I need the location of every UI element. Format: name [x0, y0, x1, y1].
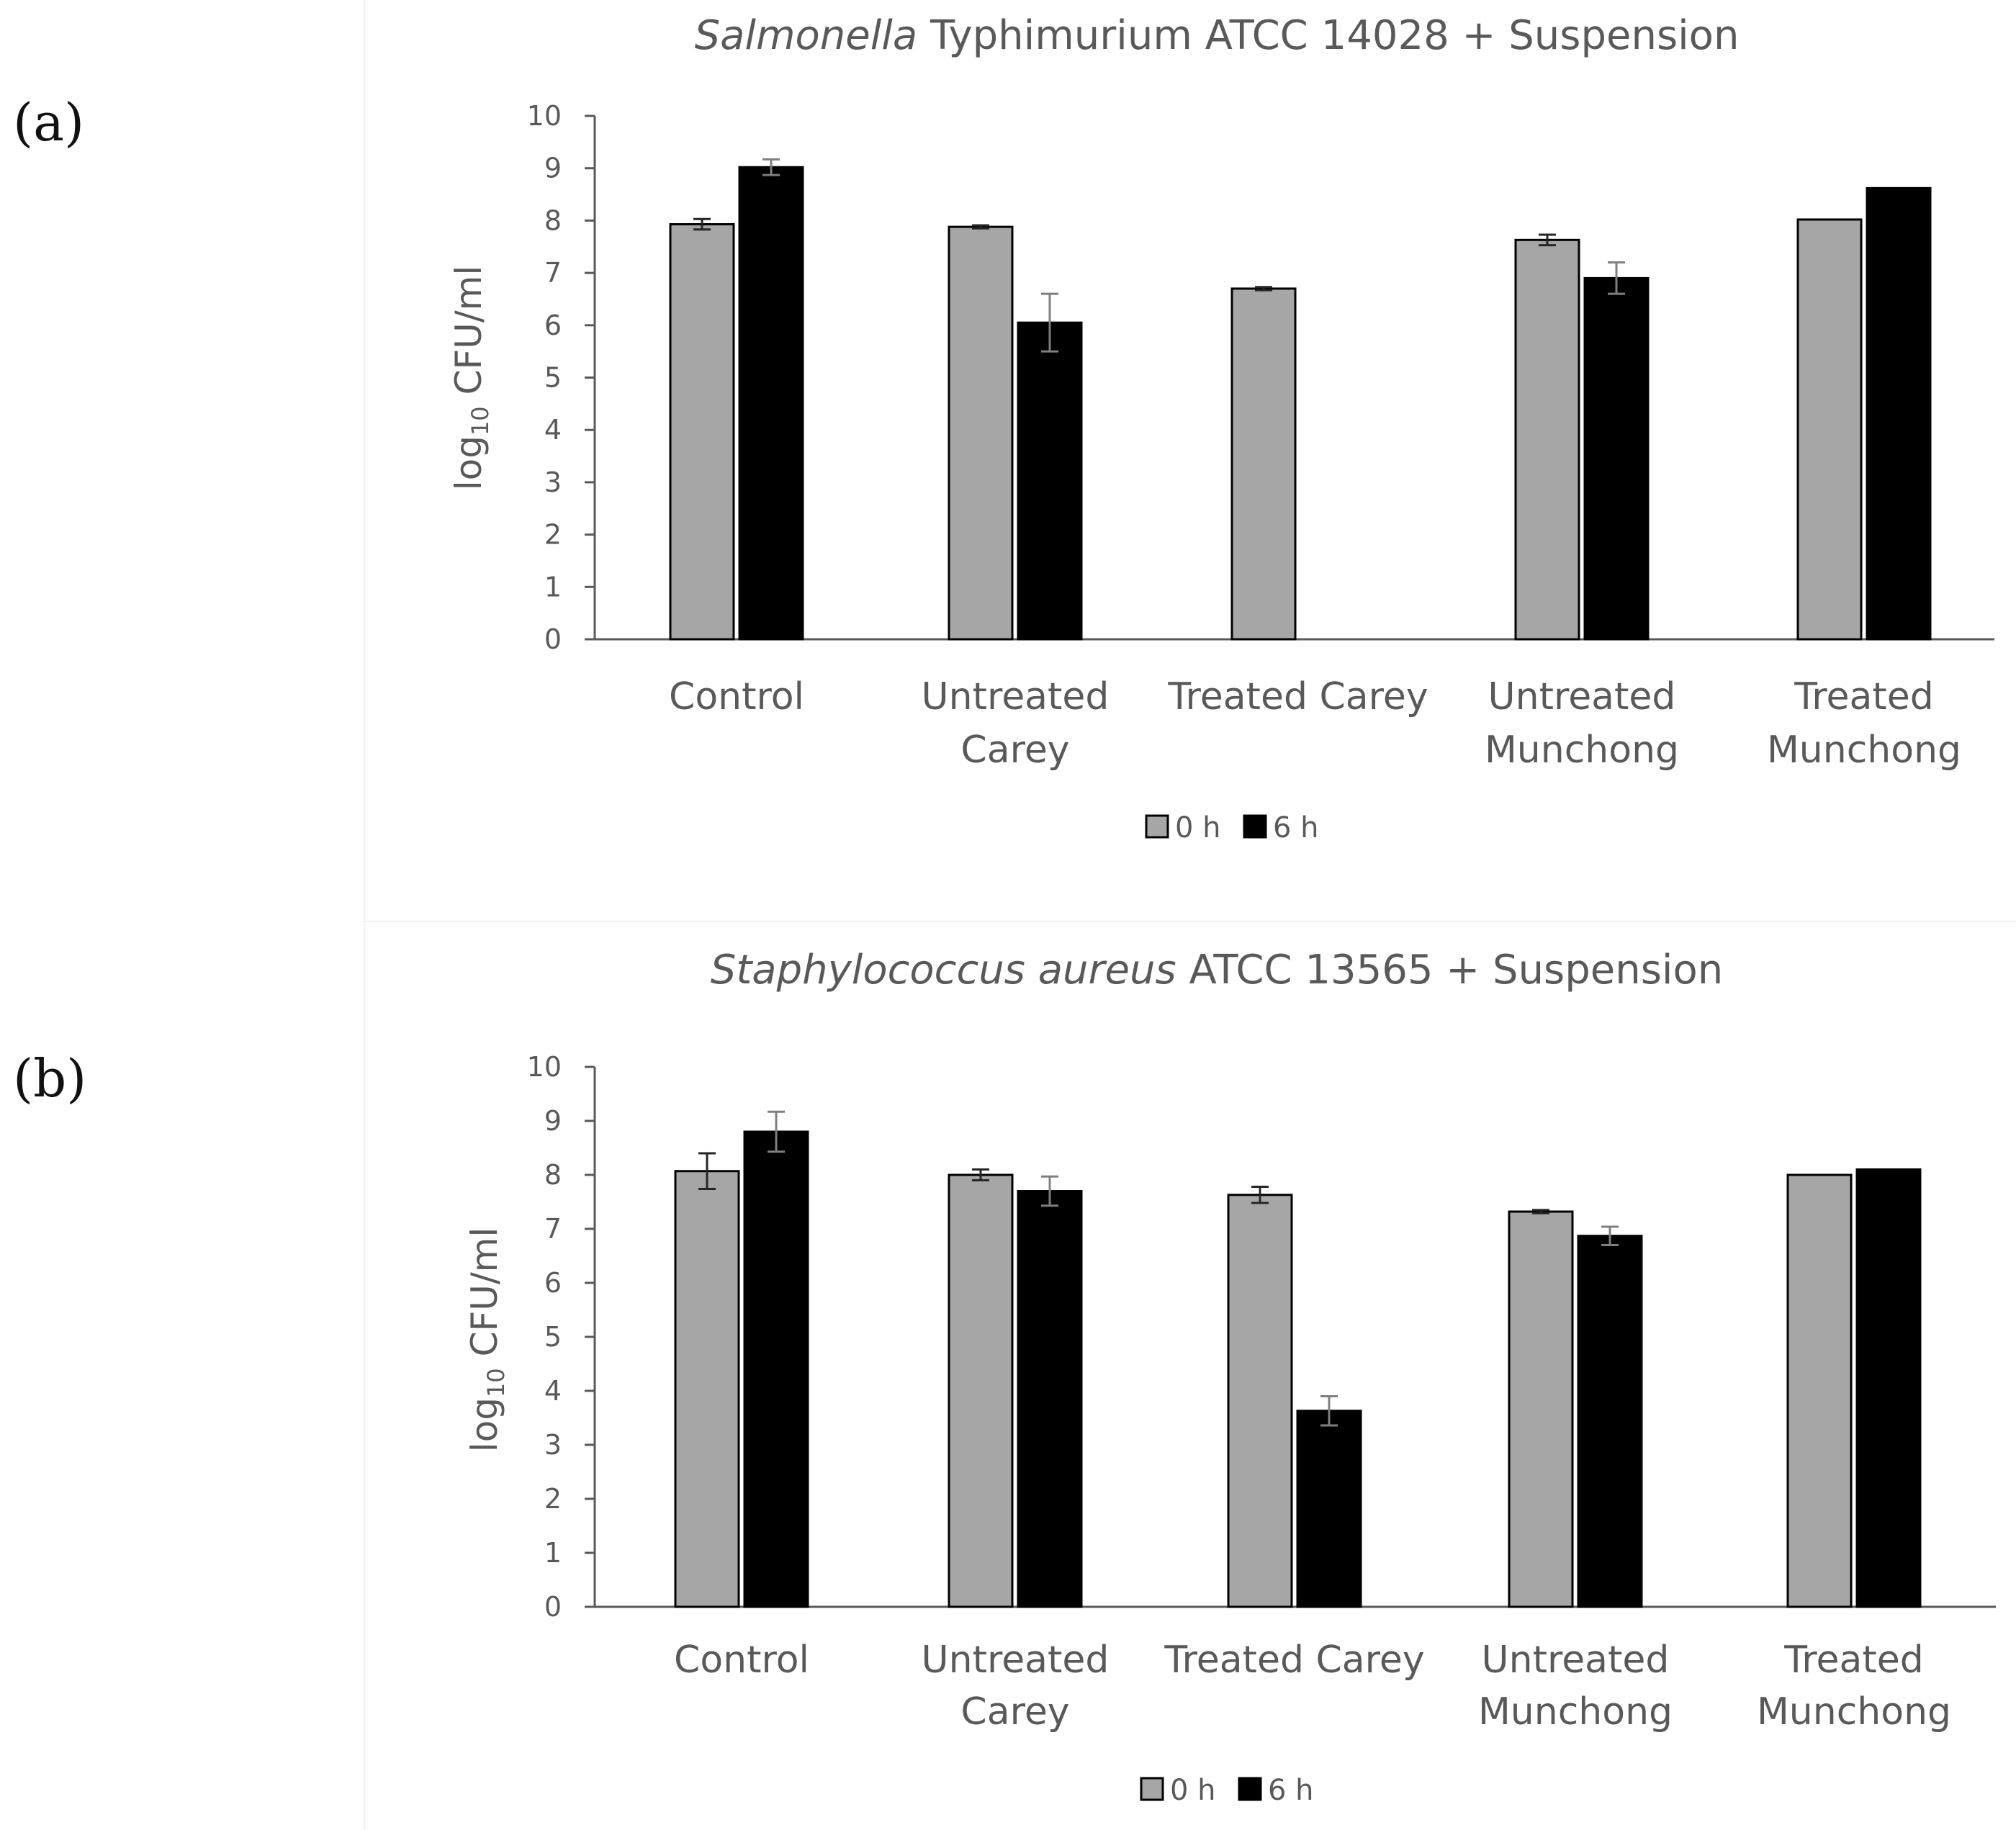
- y-tick-label: 6: [544, 1267, 562, 1299]
- x-category-line: Untreated: [922, 675, 1110, 718]
- bar-6h-2: [1296, 1410, 1362, 1608]
- x-category-label: Treated Carey: [1167, 675, 1428, 718]
- x-category-label: Treated Munchong: [1757, 1639, 1951, 1734]
- bar-0h-3: [1508, 1210, 1574, 1608]
- y-tick-label: 7: [544, 1213, 562, 1245]
- x-category-label: Untreated Munchong: [1485, 675, 1679, 772]
- panel-b: (b) Staphylococcus aureus ATCC 13565 + S…: [0, 922, 2016, 1830]
- x-category-line: Munchong: [1767, 729, 1961, 772]
- y-tick-label: 9: [544, 1105, 562, 1137]
- legend-label-1: 6 h: [1268, 1774, 1314, 1807]
- bar-6h-1: [1017, 1190, 1083, 1608]
- y-axis-label-main: log: [464, 1397, 505, 1452]
- legend-swatch-1: [1243, 814, 1267, 839]
- y-tick-label: 7: [544, 257, 562, 289]
- y-axis-label-main: log: [448, 436, 490, 490]
- legend-swatch-0: [1145, 814, 1169, 839]
- bar-0h-4: [1786, 1173, 1853, 1608]
- bar-0h-0: [669, 222, 735, 641]
- x-category-line: Treated Carey: [1167, 675, 1428, 718]
- y-tick-label: 2: [544, 1483, 562, 1515]
- y-tick-label: 1: [544, 1537, 562, 1569]
- bar-0h-1: [948, 225, 1014, 641]
- panel-b-label: (b): [13, 1048, 87, 1109]
- y-tick-label: 0: [544, 623, 562, 655]
- y-tick-label: 8: [544, 204, 562, 236]
- legend-swatch-1: [1238, 1777, 1262, 1801]
- x-category-label: Untreated Carey: [922, 675, 1110, 772]
- x-category-line: Untreated: [922, 1639, 1110, 1682]
- x-category-line: Untreated: [1482, 1639, 1670, 1682]
- legend-swatch-0: [1140, 1777, 1164, 1801]
- bar-6h-0: [743, 1130, 809, 1608]
- chart-title: Salmonella Typhimurium ATCC 14028 + Susp…: [695, 12, 1740, 59]
- x-category-line: Munchong: [1478, 1690, 1673, 1734]
- x-category-label: Control: [669, 675, 804, 718]
- chart-b: Staphylococcus aureus ATCC 13565 + Suspe…: [464, 947, 1996, 1807]
- y-tick-label: 4: [544, 414, 562, 446]
- bar-6h-4: [1866, 186, 1932, 641]
- y-axis-label: log10 CFU/ml: [448, 266, 494, 491]
- legend-label-1: 6 h: [1273, 811, 1319, 844]
- x-category-line: Untreated: [1488, 675, 1676, 718]
- y-axis-label: log10 CFU/ml: [464, 1227, 510, 1453]
- y-tick-label: 4: [544, 1375, 562, 1407]
- bar-0h-1: [948, 1173, 1014, 1608]
- bar-6h-1: [1017, 321, 1083, 641]
- bar-6h-0: [738, 166, 804, 641]
- panel-b-frame: [364, 922, 2016, 1830]
- chart-title-rest: Typhimurium ATCC 14028 + Suspension: [917, 12, 1739, 59]
- bar-0h-3: [1514, 238, 1580, 641]
- legend-label-0: 0 h: [1170, 1774, 1216, 1807]
- x-category-label: Control: [674, 1639, 809, 1682]
- x-category-label: Treated Carey: [1164, 1639, 1424, 1682]
- x-category-label: Untreated Munchong: [1478, 1639, 1673, 1734]
- bar-0h-4: [1796, 218, 1863, 641]
- y-tick-label: 3: [544, 466, 562, 498]
- panel-a: (a) Salmonella Typhimurium ATCC 14028 + …: [13, 0, 2016, 922]
- y-tick-label: 10: [527, 1051, 562, 1083]
- x-category-line: Carey: [960, 729, 1069, 772]
- y-tick-label: 1: [544, 571, 562, 603]
- bar-0h-0: [674, 1170, 740, 1608]
- x-category-line: Treated Carey: [1164, 1639, 1424, 1682]
- y-tick-label: 9: [544, 153, 562, 184]
- y-tick-label: 5: [544, 1321, 562, 1353]
- bar-0h-2: [1227, 1194, 1293, 1608]
- y-axis-label-sub: 10: [482, 1368, 510, 1397]
- legend-label-0: 0 h: [1175, 811, 1221, 844]
- y-tick-label: 10: [527, 100, 562, 132]
- panel-a-label: (a): [13, 92, 85, 153]
- y-tick-label: 6: [544, 310, 562, 341]
- chart-title: Staphylococcus aureus ATCC 13565 + Suspe…: [711, 947, 1723, 993]
- chart-title-rest: ATCC 13565 + Suspension: [1176, 947, 1724, 993]
- chart-a: Salmonella Typhimurium ATCC 14028 + Susp…: [448, 12, 1994, 844]
- x-category-line: Munchong: [1485, 729, 1679, 772]
- x-category-line: Control: [674, 1639, 809, 1682]
- y-tick-label: 2: [544, 519, 562, 551]
- y-axis-label-rest: CFU/ml: [448, 266, 490, 407]
- panel-a-frame: [364, 0, 2016, 922]
- x-category-label: Treated Munchong: [1767, 675, 1961, 772]
- y-axis-label-sub: 10: [467, 406, 494, 436]
- y-tick-label: 8: [544, 1159, 562, 1191]
- x-category-line: Treated: [1794, 675, 1934, 718]
- x-category-line: Munchong: [1757, 1690, 1951, 1734]
- chart-title-italic: Staphylococcus aureus: [711, 947, 1176, 993]
- x-category-label: Untreated Carey: [922, 1639, 1110, 1734]
- y-tick-label: 0: [544, 1591, 562, 1623]
- chart-title-italic: Salmonella: [695, 12, 918, 59]
- x-category-line: Carey: [960, 1690, 1069, 1734]
- y-tick-label: 3: [544, 1429, 562, 1461]
- bar-6h-4: [1855, 1168, 1922, 1608]
- y-axis-label-rest: CFU/ml: [464, 1227, 505, 1369]
- x-category-line: Control: [669, 675, 804, 718]
- bar-0h-2: [1230, 287, 1297, 641]
- x-category-line: Treated: [1783, 1639, 1924, 1682]
- bar-6h-3: [1577, 1235, 1643, 1608]
- y-tick-label: 5: [544, 362, 562, 394]
- bar-6h-3: [1583, 276, 1650, 641]
